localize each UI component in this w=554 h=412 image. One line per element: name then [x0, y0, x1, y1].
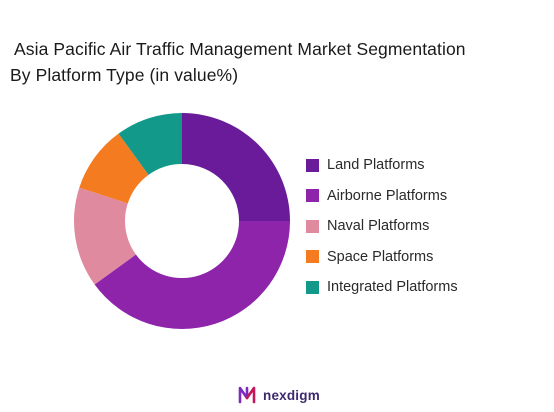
brand-name: nexdigm	[263, 387, 320, 403]
chart-title-line-2: By Platform Type (in value%)	[10, 65, 239, 85]
chart-title-line-1: Asia Pacific Air Traffic Management Mark…	[14, 39, 466, 59]
chart-legend: Land Platforms Airborne Platforms Naval Pl…	[306, 150, 458, 303]
legend-label: Integrated Platforms	[327, 279, 458, 296]
brand-footer: nexdigm	[236, 384, 320, 406]
donut-slice-integrated-platforms	[118, 113, 182, 175]
donut-slice-land-platforms	[182, 113, 290, 221]
legend-swatch	[306, 280, 319, 294]
legend-item-land-platforms: Land Platforms	[306, 150, 458, 181]
legend-label: Space Platforms	[327, 248, 434, 265]
legend-label: Naval Platforms	[327, 218, 430, 235]
legend-item-naval-platforms: Naval Platforms	[306, 211, 458, 242]
chart-title: Asia Pacific Air Traffic Management Mark…	[10, 36, 550, 88]
legend-item-airborne-platforms: Airborne Platforms	[306, 181, 458, 212]
legend-item-integrated-platforms: Integrated Platforms	[306, 272, 458, 303]
nexdigm-logo-icon	[238, 386, 256, 404]
donut-slice-airborne-platforms	[94, 221, 291, 329]
legend-label: Airborne Platforms	[327, 187, 448, 204]
legend-swatch	[306, 250, 319, 264]
donut-slice-space-platforms	[79, 133, 149, 204]
legend-item-space-platforms: Space Platforms	[306, 242, 458, 273]
legend-label: Land Platforms	[327, 157, 425, 174]
legend-swatch	[306, 158, 319, 172]
legend-swatch	[306, 189, 319, 203]
donut-slice-naval-platforms	[74, 187, 136, 285]
legend-swatch	[306, 219, 319, 233]
